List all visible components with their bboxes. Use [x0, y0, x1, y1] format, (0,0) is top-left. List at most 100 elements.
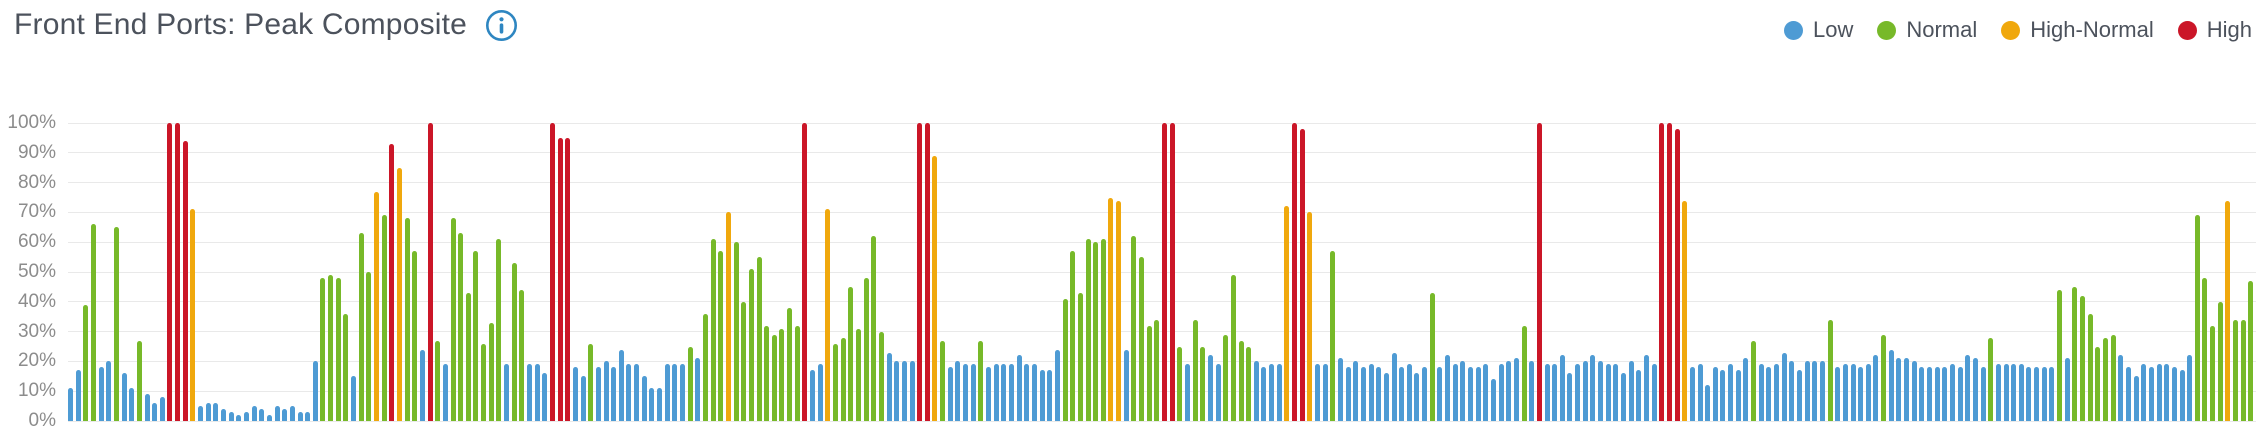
bar[interactable]: [787, 307, 793, 421]
bar[interactable]: [243, 412, 249, 421]
bar[interactable]: [963, 364, 969, 421]
bar[interactable]: [1223, 334, 1229, 421]
bar[interactable]: [886, 352, 892, 421]
bar[interactable]: [1177, 346, 1183, 421]
bar[interactable]: [2156, 364, 2162, 421]
bar[interactable]: [1559, 355, 1565, 421]
bar[interactable]: [1016, 355, 1022, 421]
bar[interactable]: [98, 367, 104, 421]
bar[interactable]: [2072, 286, 2078, 421]
bar[interactable]: [1116, 200, 1122, 421]
bar[interactable]: [1513, 358, 1519, 421]
bar[interactable]: [205, 403, 211, 421]
bar[interactable]: [1131, 236, 1137, 421]
bar[interactable]: [1590, 355, 1596, 421]
bar[interactable]: [1307, 212, 1313, 421]
bar[interactable]: [1200, 346, 1206, 421]
bar[interactable]: [1980, 367, 1986, 421]
bar[interactable]: [1751, 340, 1757, 421]
bar[interactable]: [580, 376, 586, 421]
bar[interactable]: [1705, 385, 1711, 421]
bar[interactable]: [366, 272, 372, 421]
bar[interactable]: [1842, 364, 1848, 421]
bar[interactable]: [1927, 367, 1933, 421]
bar[interactable]: [450, 218, 456, 421]
bar[interactable]: [588, 343, 594, 421]
legend-item-high-normal[interactable]: High-Normal: [2001, 17, 2154, 43]
bar[interactable]: [802, 123, 808, 421]
bar[interactable]: [1383, 373, 1389, 421]
bar[interactable]: [1567, 373, 1573, 421]
bar[interactable]: [2194, 215, 2200, 421]
bar[interactable]: [1100, 239, 1106, 421]
bar[interactable]: [351, 376, 357, 421]
bar[interactable]: [328, 275, 334, 421]
bar[interactable]: [1850, 364, 1856, 421]
bar[interactable]: [2164, 364, 2170, 421]
bar[interactable]: [1238, 340, 1244, 421]
bar[interactable]: [680, 364, 686, 421]
bar[interactable]: [794, 325, 800, 421]
bar[interactable]: [175, 123, 181, 421]
bar[interactable]: [549, 123, 555, 421]
bar[interactable]: [136, 340, 142, 421]
bar[interactable]: [810, 370, 816, 421]
bar[interactable]: [511, 263, 517, 421]
bar[interactable]: [1376, 367, 1382, 421]
bar[interactable]: [1184, 364, 1190, 421]
legend-item-low[interactable]: Low: [1784, 17, 1853, 43]
bar[interactable]: [1774, 364, 1780, 421]
bar[interactable]: [2217, 301, 2223, 421]
bar[interactable]: [1689, 367, 1695, 421]
bar[interactable]: [2225, 200, 2231, 421]
bar[interactable]: [1039, 370, 1045, 421]
bar[interactable]: [748, 269, 754, 421]
bar[interactable]: [404, 218, 410, 421]
bar[interactable]: [320, 278, 326, 421]
bar[interactable]: [1284, 206, 1290, 421]
bar[interactable]: [167, 123, 173, 421]
bar[interactable]: [1207, 355, 1213, 421]
bar[interactable]: [1766, 367, 1772, 421]
bar[interactable]: [871, 236, 877, 421]
bar[interactable]: [863, 278, 869, 421]
bar[interactable]: [1865, 364, 1871, 421]
bar[interactable]: [496, 239, 502, 421]
bar[interactable]: [1743, 358, 1749, 421]
bar[interactable]: [1582, 361, 1588, 421]
bar[interactable]: [1835, 367, 1841, 421]
bar[interactable]: [1720, 370, 1726, 421]
bar[interactable]: [1337, 358, 1343, 421]
bar[interactable]: [1429, 292, 1435, 421]
bar[interactable]: [305, 412, 311, 421]
bar[interactable]: [1261, 367, 1267, 421]
bar[interactable]: [228, 412, 234, 421]
bar[interactable]: [855, 328, 861, 421]
bar[interactable]: [1789, 361, 1795, 421]
bar[interactable]: [1353, 361, 1359, 421]
bar[interactable]: [1666, 123, 1672, 421]
bar[interactable]: [940, 340, 946, 421]
bar[interactable]: [725, 212, 731, 421]
bar[interactable]: [1881, 334, 1887, 421]
bar[interactable]: [1804, 361, 1810, 421]
bar[interactable]: [1253, 361, 1259, 421]
bar[interactable]: [396, 167, 402, 421]
bar[interactable]: [1399, 367, 1405, 421]
bar[interactable]: [2034, 367, 2040, 421]
bar[interactable]: [1988, 337, 1994, 421]
bar[interactable]: [504, 364, 510, 421]
bar[interactable]: [2125, 367, 2131, 421]
bar[interactable]: [1965, 355, 1971, 421]
bar[interactable]: [534, 364, 540, 421]
bar[interactable]: [1651, 364, 1657, 421]
bar[interactable]: [2240, 319, 2246, 421]
bar[interactable]: [672, 364, 678, 421]
bar[interactable]: [1621, 373, 1627, 421]
bar[interactable]: [917, 123, 923, 421]
bar[interactable]: [1498, 364, 1504, 421]
bar[interactable]: [1636, 370, 1642, 421]
bar[interactable]: [435, 340, 441, 421]
bar[interactable]: [2171, 367, 2177, 421]
bar[interactable]: [840, 337, 846, 421]
